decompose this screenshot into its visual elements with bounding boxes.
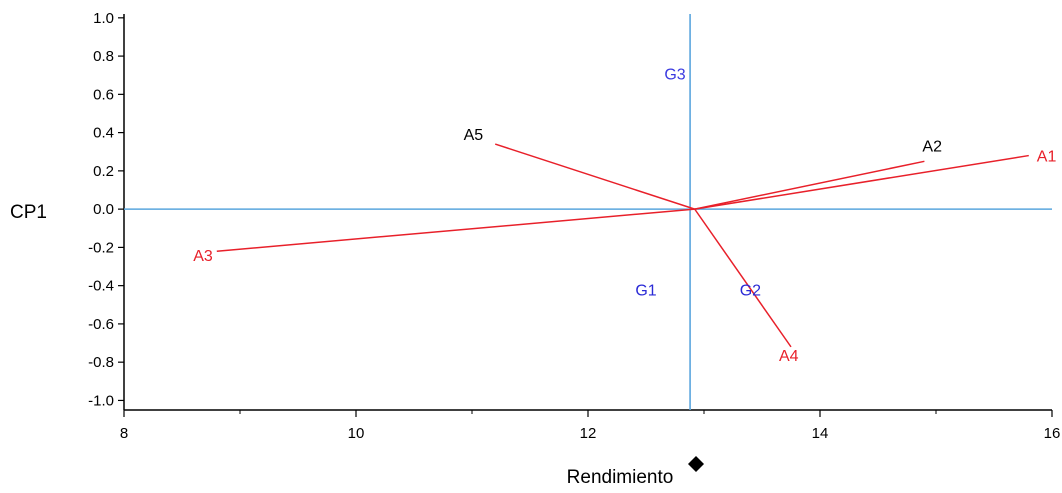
y-axis-title: CP1 [10, 202, 47, 223]
x-axis-title: Rendimiento [567, 467, 674, 488]
y-tick-label: 0.8 [93, 48, 114, 65]
environment-label-a1: A1 [1037, 149, 1057, 166]
x-tick-label: 12 [580, 425, 597, 442]
x-tick-label: 8 [120, 425, 128, 442]
y-tick-label: -1.0 [88, 392, 114, 409]
genotype-label-g1: G1 [635, 282, 656, 299]
vector-a3 [216, 208, 695, 252]
x-tick-label: 10 [348, 425, 365, 442]
y-tick-label: -0.2 [88, 239, 114, 256]
environment-label-a2: A2 [922, 138, 942, 155]
y-tick-label: -0.4 [88, 278, 114, 295]
y-tick-label: 0.2 [93, 163, 114, 180]
environment-label-a4: A4 [779, 348, 799, 365]
y-tick-label: -0.6 [88, 316, 114, 333]
vector-a1 [694, 154, 1029, 210]
diamond-marker-icon [688, 456, 704, 472]
x-tick-label: 14 [812, 425, 829, 442]
environment-label-a5: A5 [464, 127, 484, 144]
y-tick-label: -0.8 [88, 354, 114, 371]
y-tick-label: 0.4 [93, 125, 114, 142]
y-tick-label: 0.0 [93, 201, 114, 218]
vector-a5 [494, 143, 695, 210]
environment-label-a3: A3 [193, 248, 213, 265]
y-tick-label: 1.0 [93, 10, 114, 27]
genotype-label-g2: G2 [740, 282, 761, 299]
genotype-label-g3: G3 [664, 66, 685, 83]
y-tick-label: 0.6 [93, 86, 114, 103]
vector-a4 [694, 208, 792, 348]
x-tick-label: 16 [1044, 425, 1061, 442]
vector-a2 [694, 160, 925, 210]
